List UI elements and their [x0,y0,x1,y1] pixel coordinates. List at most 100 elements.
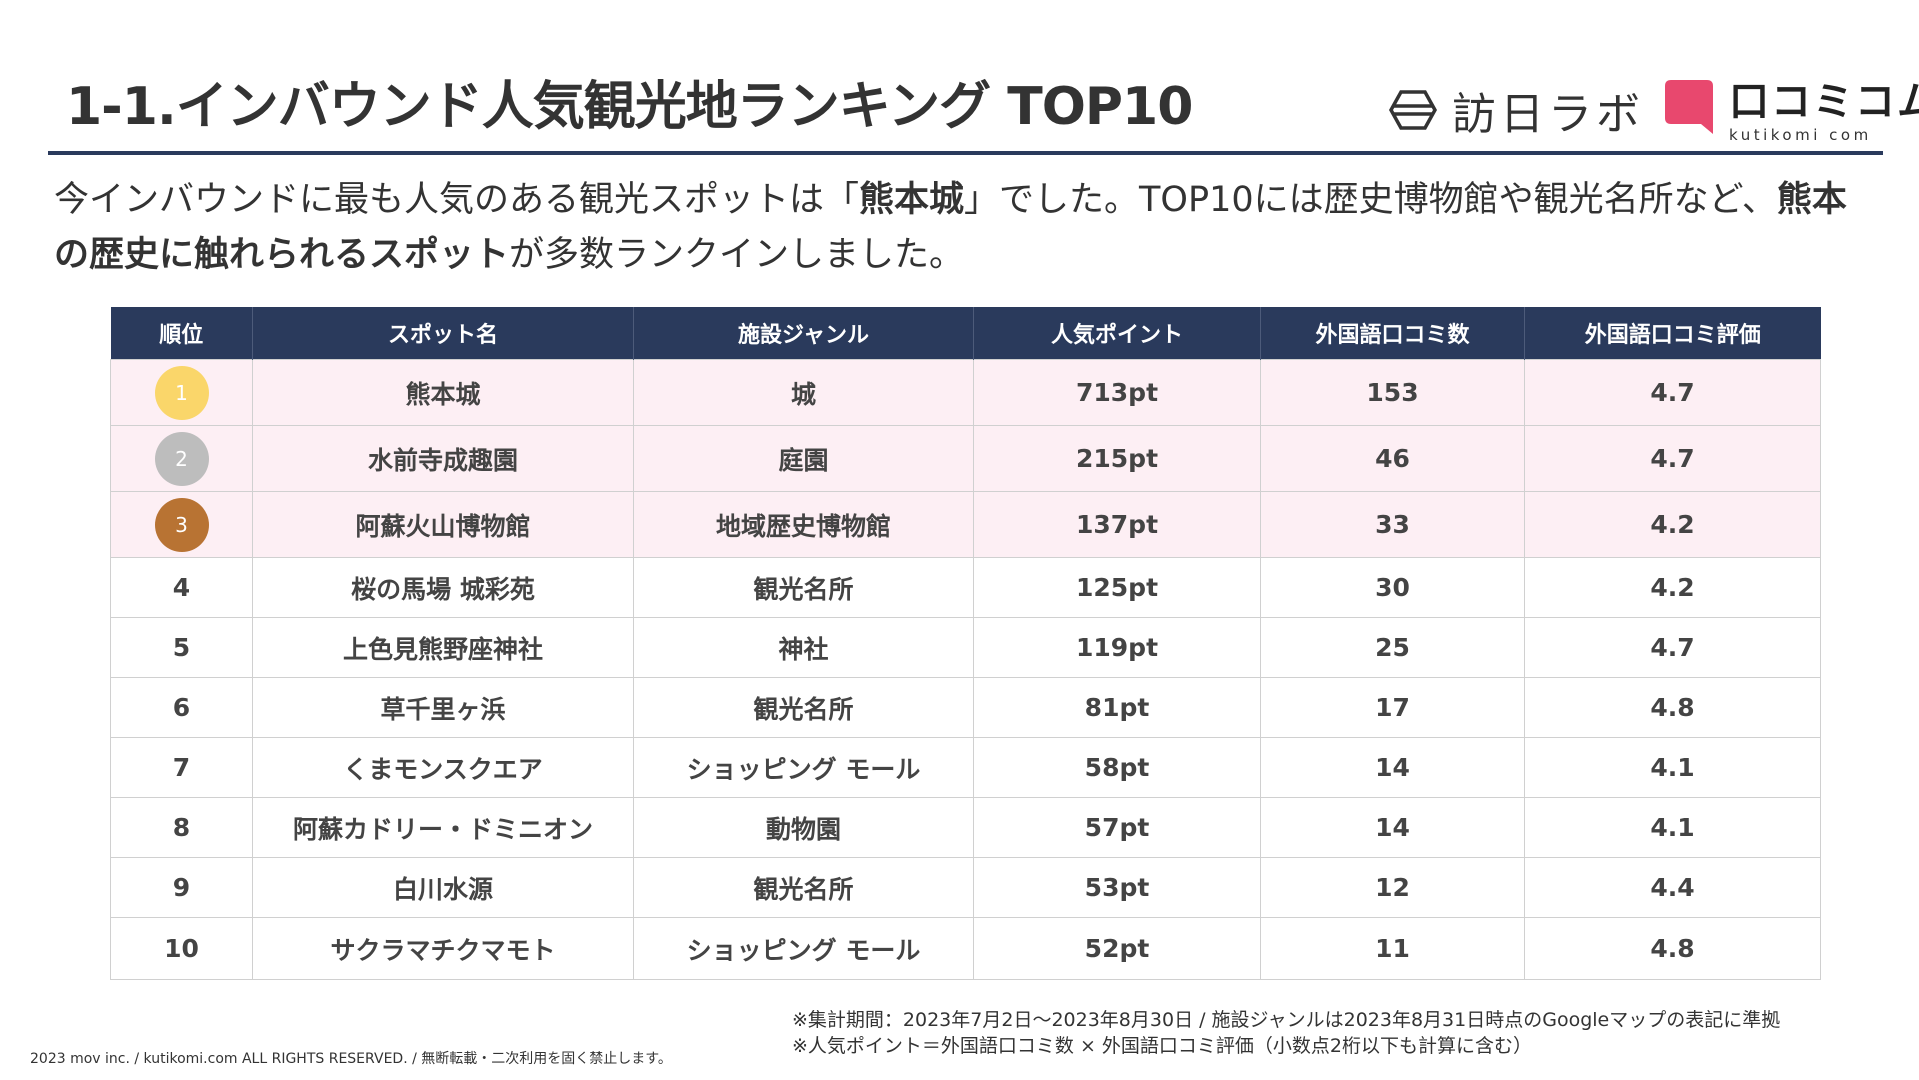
footnotes: ※集計期間：2023年7月2日～2023年8月30日 / 施設ジャンルは2023… [792,1007,1780,1059]
rank-cell: 4 [110,557,253,618]
table-row: 7 くまモンスクエア ショッピング モール 58pt 14 4.1 [110,737,1821,798]
houjin-lab-logo-text: 訪日ラボ [1452,89,1644,140]
rank-cell: 6 [110,677,253,738]
rating-cell: 4.8 [1524,917,1821,980]
table-row: 2 水前寺成趣園 庭園 215pt 46 4.7 [110,425,1821,492]
spot-name-cell: 桜の馬場 城彩苑 [252,557,634,618]
review-count-cell: 46 [1260,425,1525,492]
header-genre: 施設ジャンル [633,307,974,360]
rating-cell: 4.8 [1524,677,1821,738]
spot-name-cell: 阿蘇カドリー・ドミニオン [252,797,634,858]
points-cell: 57pt [973,797,1261,858]
rank-cell: 5 [110,617,253,678]
header-review-rating: 外国語口コミ評価 [1524,307,1821,360]
rating-cell: 4.1 [1524,737,1821,798]
header-points: 人気ポイント [973,307,1261,360]
genre-cell: 動物園 [633,797,974,858]
kutikomi-logo: 口コミコム kutikomi com [1665,80,1919,144]
table-row: 3 阿蘇火山博物館 地域歴史博物館 137pt 33 4.2 [110,491,1821,558]
table-row: 1 熊本城 城 713pt 153 4.7 [110,359,1821,426]
rank-cell: 7 [110,737,253,798]
genre-cell: ショッピング モール [633,737,974,798]
rating-cell: 4.7 [1524,359,1821,426]
genre-cell: 観光名所 [633,557,974,618]
footnote-period: ※集計期間：2023年7月2日～2023年8月30日 / 施設ジャンルは2023… [792,1009,1781,1031]
ranking-table: 順位 スポット名 施設ジャンル 人気ポイント 外国語口コミ数 外国語口コミ評価 … [110,307,1821,980]
review-count-cell: 14 [1260,797,1525,858]
kutikomi-logo-text: 口コミコム [1729,79,1919,125]
spot-name-cell: くまモンスクエア [252,737,634,798]
rank-cell: 2 [110,425,253,492]
lead-text-3: が多数ランクインしました。 [509,235,965,275]
points-cell: 53pt [973,857,1261,918]
rating-cell: 4.1 [1524,797,1821,858]
review-count-cell: 25 [1260,617,1525,678]
header-spot-name: スポット名 [252,307,634,360]
points-cell: 52pt [973,917,1261,980]
table-row: 4 桜の馬場 城彩苑 観光名所 125pt 30 4.2 [110,557,1821,618]
lead-bold-2: 熊本の歴史に触れられるスポット [54,180,1847,275]
lead-text-2: 」でした。TOP10には歴史博物館や観光名所など、 [964,180,1777,220]
spot-name-cell: 上色見熊野座神社 [252,617,634,678]
genre-cell: 地域歴史博物館 [633,491,974,558]
review-count-cell: 14 [1260,737,1525,798]
points-cell: 81pt [973,677,1261,738]
points-cell: 137pt [973,491,1261,558]
page-title: 1-1.インバウンド人気観光地ランキング TOP10 [66,77,1193,137]
rating-cell: 4.2 [1524,491,1821,558]
copyright: 2023 mov inc. / kutikomi.com ALL RIGHTS … [30,1051,672,1067]
review-count-cell: 17 [1260,677,1525,738]
hexagon-logo-icon [1388,90,1438,130]
genre-cell: ショッピング モール [633,917,974,980]
genre-cell: 城 [633,359,974,426]
header-rank: 順位 [110,307,253,360]
spot-name-cell: サクラマチクマモト [252,917,634,980]
silver-medal-badge: 2 [154,431,209,486]
review-count-cell: 12 [1260,857,1525,918]
genre-cell: 観光名所 [633,857,974,918]
rating-cell: 4.4 [1524,857,1821,918]
rank-cell: 3 [110,491,253,558]
table-row: 9 白川水源 観光名所 53pt 12 4.4 [110,857,1821,918]
review-count-cell: 30 [1260,557,1525,618]
speech-bubble-logo-icon [1665,80,1713,134]
table-row: 5 上色見熊野座神社 神社 119pt 25 4.7 [110,617,1821,678]
spot-name-cell: 熊本城 [252,359,634,426]
spot-name-cell: 白川水源 [252,857,634,918]
rating-cell: 4.2 [1524,557,1821,618]
rank-cell: 10 [110,917,253,980]
review-count-cell: 33 [1260,491,1525,558]
houjin-lab-logo: 訪日ラボ [1388,78,1644,142]
table-row: 8 阿蘇カドリー・ドミニオン 動物園 57pt 14 4.1 [110,797,1821,858]
genre-cell: 神社 [633,617,974,678]
points-cell: 58pt [973,737,1261,798]
points-cell: 713pt [973,359,1261,426]
table-header-row: 順位 スポット名 施設ジャンル 人気ポイント 外国語口コミ数 外国語口コミ評価 [110,307,1821,360]
rank-cell: 1 [110,359,253,426]
table-row: 6 草千里ヶ浜 観光名所 81pt 17 4.8 [110,677,1821,738]
kutikomi-logo-subtext: kutikomi com [1729,126,1872,144]
lead-bold-1: 熊本城 [859,180,965,220]
rank-cell: 9 [110,857,253,918]
rating-cell: 4.7 [1524,617,1821,678]
spot-name-cell: 水前寺成趣園 [252,425,634,492]
footnote-formula: ※人気ポイント＝外国語口コミ数 × 外国語口コミ評価（小数点2桁以下も計算に含む… [792,1035,1533,1057]
lead-text-1: 今インバウンドに最も人気のある観光スポットは「 [54,180,860,220]
review-count-cell: 11 [1260,917,1525,980]
table-row: 10 サクラマチクマモト ショッピング モール 52pt 11 4.8 [110,917,1821,980]
gold-medal-badge: 1 [154,365,209,420]
points-cell: 119pt [973,617,1261,678]
rating-cell: 4.7 [1524,425,1821,492]
spot-name-cell: 草千里ヶ浜 [252,677,634,738]
bronze-medal-badge: 3 [154,497,209,552]
title-divider [48,151,1883,155]
genre-cell: 観光名所 [633,677,974,738]
genre-cell: 庭園 [633,425,974,492]
review-count-cell: 153 [1260,359,1525,426]
points-cell: 215pt [973,425,1261,492]
rank-cell: 8 [110,797,253,858]
points-cell: 125pt [973,557,1261,618]
spot-name-cell: 阿蘇火山博物館 [252,491,634,558]
lead-paragraph: 今インバウンドに最も人気のある観光スポットは「熊本城」でした。TOP10には歴史… [54,173,1854,283]
header-review-count: 外国語口コミ数 [1260,307,1525,360]
